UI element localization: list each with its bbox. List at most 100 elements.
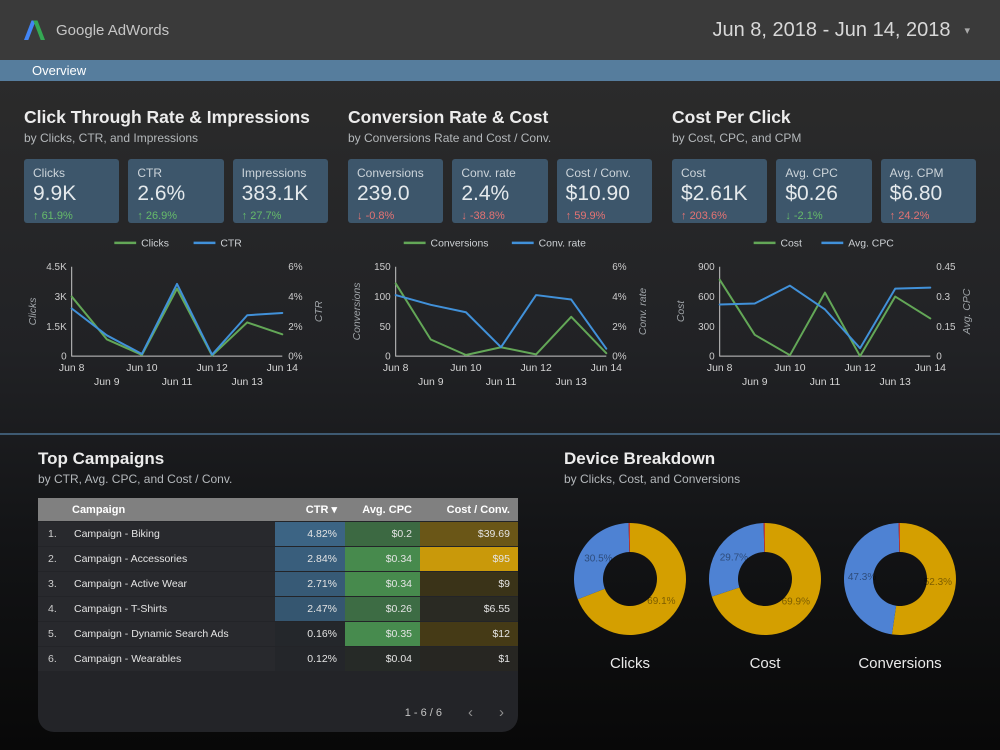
dashboard-canvas: Click Through Rate & Impressions by Clic…	[0, 81, 1000, 750]
table-row[interactable]: 5. Campaign - Dynamic Search Ads 0.16% $0.3…	[38, 622, 518, 646]
campaign-table-header: Campaign CTR ▾ Avg. CPC Cost / Conv.	[38, 498, 518, 521]
table-row[interactable]: 1. Campaign - Biking 4.82% $0.2 $39.69	[38, 522, 518, 546]
donut-caption: Cost	[749, 655, 781, 672]
svg-text:Jun 11: Jun 11	[810, 377, 841, 388]
date-range-picker[interactable]: Jun 8, 2018 - Jun 14, 2018 ▾	[713, 19, 971, 42]
campaign-table: Campaign CTR ▾ Avg. CPC Cost / Conv. 1. C…	[38, 498, 518, 732]
svg-text:Conversions: Conversions	[431, 238, 489, 249]
adwords-logo: Google AdWords	[22, 19, 169, 41]
row-rank: 2.	[48, 553, 57, 565]
scorecard-value: 383.1K	[241, 182, 309, 205]
avg-cpc-cell: $0.34	[345, 547, 420, 571]
svg-text:Cost: Cost	[780, 238, 802, 249]
cost-per-conv-cell: $39.69	[420, 522, 518, 546]
ctr-cell: 0.16%	[275, 622, 345, 646]
bottom-sections: Top Campaigns by CTR, Avg. CPC, and Cost…	[0, 435, 1000, 732]
column-header-avg-cpc[interactable]: Avg. CPC	[362, 503, 412, 516]
column-header-ctr[interactable]: CTR ▾	[275, 503, 345, 516]
campaign-name: Campaign - Dynamic Search Ads	[74, 628, 229, 640]
sort-arrow-icon: ▾	[331, 504, 337, 516]
cost-per-conv-cell: $9	[420, 572, 518, 596]
column-header-cost-conv[interactable]: Cost / Conv.	[446, 503, 510, 516]
section-cost-per-click: Cost Per Click by Cost, CPC, and CPM Cos…	[672, 107, 976, 433]
cost-per-conv-cell: $12	[420, 622, 518, 646]
donut-caption: Conversions	[858, 655, 942, 672]
conversions-donut: 52.3% 47.3% Conversions	[834, 514, 966, 672]
clicks-ctr-line-chart[interactable]: Clicks CTR 0 1.5K 3K 4.5K 0% 2% 4% 6% Clicks CTR Jun…	[24, 231, 328, 406]
column-header-campaign[interactable]: Campaign	[72, 503, 126, 516]
top-sections: Click Through Rate & Impressions by Clic…	[0, 81, 1000, 433]
section-title: Click Through Rate & Impressions	[24, 107, 310, 127]
svg-text:Avg. CPC: Avg. CPC	[962, 288, 973, 335]
delta-value: 61.9%	[41, 210, 73, 222]
table-row[interactable]: 4. Campaign - T-Shirts 2.47% $0.26 $6.55	[38, 597, 518, 621]
cost-cpc-line-chart[interactable]: Cost Avg. CPC 0 300 600 900 0 0.15 0.3 0.45 Cost Av…	[672, 231, 976, 406]
svg-text:0: 0	[936, 352, 942, 363]
trend-arrow-icon: ↑	[241, 210, 248, 222]
scorecard-value: $0.26	[785, 182, 838, 205]
chevron-down-icon: ▾	[964, 24, 970, 37]
svg-text:Conv. rate: Conv. rate	[638, 288, 649, 336]
campaign-name: Campaign - Active Wear	[74, 578, 188, 590]
logo-text: Google AdWords	[56, 21, 170, 39]
scorecard-value: 2.4%	[461, 182, 510, 205]
table-pagination: 1 - 6 / 6 ‹ ›	[405, 705, 504, 720]
scorecard-label: Avg. CPM	[889, 166, 944, 180]
campaign-name: Campaign - Wearables	[74, 653, 182, 665]
scorecard-label: Avg. CPC	[785, 166, 838, 180]
svg-text:6%: 6%	[288, 262, 303, 273]
svg-text:600: 600	[698, 292, 715, 303]
scorecard-delta: ↑ 26.9%	[137, 210, 214, 222]
next-page-icon[interactable]: ›	[499, 704, 504, 721]
svg-text:Clicks: Clicks	[28, 298, 39, 326]
svg-text:150: 150	[374, 262, 391, 273]
cost-per-conv-cell: $6.55	[420, 597, 518, 621]
tab-overview[interactable]: Overview	[32, 63, 87, 78]
scorecard-value: 239.0	[357, 182, 410, 205]
section-divider	[0, 433, 1000, 435]
svg-text:0: 0	[61, 352, 67, 363]
row-rank: 3.	[48, 578, 57, 590]
table-row[interactable]: 2. Campaign - Accessories 2.84% $0.34 $95	[38, 547, 518, 571]
svg-text:Avg. CPC: Avg. CPC	[848, 238, 894, 249]
svg-text:Jun 10: Jun 10	[774, 363, 805, 374]
scorecard-label: Cost	[681, 166, 706, 180]
ctr-cell: 0.12%	[275, 647, 345, 671]
svg-text:Jun 14: Jun 14	[267, 363, 298, 374]
clicks-donut-chart[interactable]: 69.1% 30.5%	[564, 514, 696, 649]
device-subtitle: by Clicks, Cost, and Conversions	[564, 472, 741, 486]
conversions-rate-line-chart[interactable]: Conversions Conv. rate 0 50 100 150 0% 2% 4% 6% Co…	[348, 231, 652, 406]
svg-text:Clicks: Clicks	[141, 238, 169, 249]
scorecard-delta: ↑ 61.9%	[33, 210, 110, 222]
cost-donut-chart[interactable]: 69.9% 29.7%	[699, 514, 831, 649]
scorecard-cost-per-conv: Cost / Conv. $10.90 ↑ 59.9%	[556, 159, 652, 223]
scorecard-value: 2.6%	[137, 182, 186, 205]
ctr-cell: 2.47%	[275, 597, 345, 621]
table-subtitle: by CTR, Avg. CPC, and Cost / Conv.	[38, 472, 233, 486]
delta-value: 27.7%	[250, 210, 282, 222]
svg-text:Jun 12: Jun 12	[196, 363, 227, 374]
section-subtitle: by Clicks, CTR, and Impressions	[24, 131, 199, 145]
section-title: Cost Per Click	[672, 107, 791, 127]
svg-text:Jun 11: Jun 11	[486, 377, 517, 388]
table-row[interactable]: 3. Campaign - Active Wear 2.71% $0.34 $9	[38, 572, 518, 596]
scorecard-value: 9.9K	[33, 182, 77, 205]
svg-text:Jun 8: Jun 8	[383, 363, 409, 374]
svg-text:Jun 9: Jun 9	[94, 377, 120, 388]
scorecard-delta: ↑ 24.2%	[890, 210, 967, 222]
conversions-donut-chart[interactable]: 52.3% 47.3%	[834, 514, 966, 649]
delta-value: 24.2%	[898, 210, 930, 222]
svg-text:2%: 2%	[612, 322, 627, 333]
table-row[interactable]: 6. Campaign - Wearables 0.12% $0.04 $1	[38, 647, 518, 671]
scorecard-value: $2.61K	[681, 182, 748, 205]
svg-text:100: 100	[374, 292, 391, 303]
scorecard-avg-cpm: Avg. CPM $6.80 ↑ 24.2%	[880, 159, 976, 223]
scorecard-label: Clicks	[33, 166, 65, 180]
cost-per-conv-cell: $95	[420, 547, 518, 571]
svg-text:Jun 10: Jun 10	[126, 363, 157, 374]
column-label: CTR	[305, 504, 329, 516]
scorecard-delta: ↑ 27.7%	[242, 210, 319, 222]
previous-page-icon[interactable]: ‹	[468, 704, 473, 721]
scorecard-conversions: Conversions 239.0 ↓ -0.8%	[348, 159, 444, 223]
svg-text:6%: 6%	[612, 262, 627, 273]
